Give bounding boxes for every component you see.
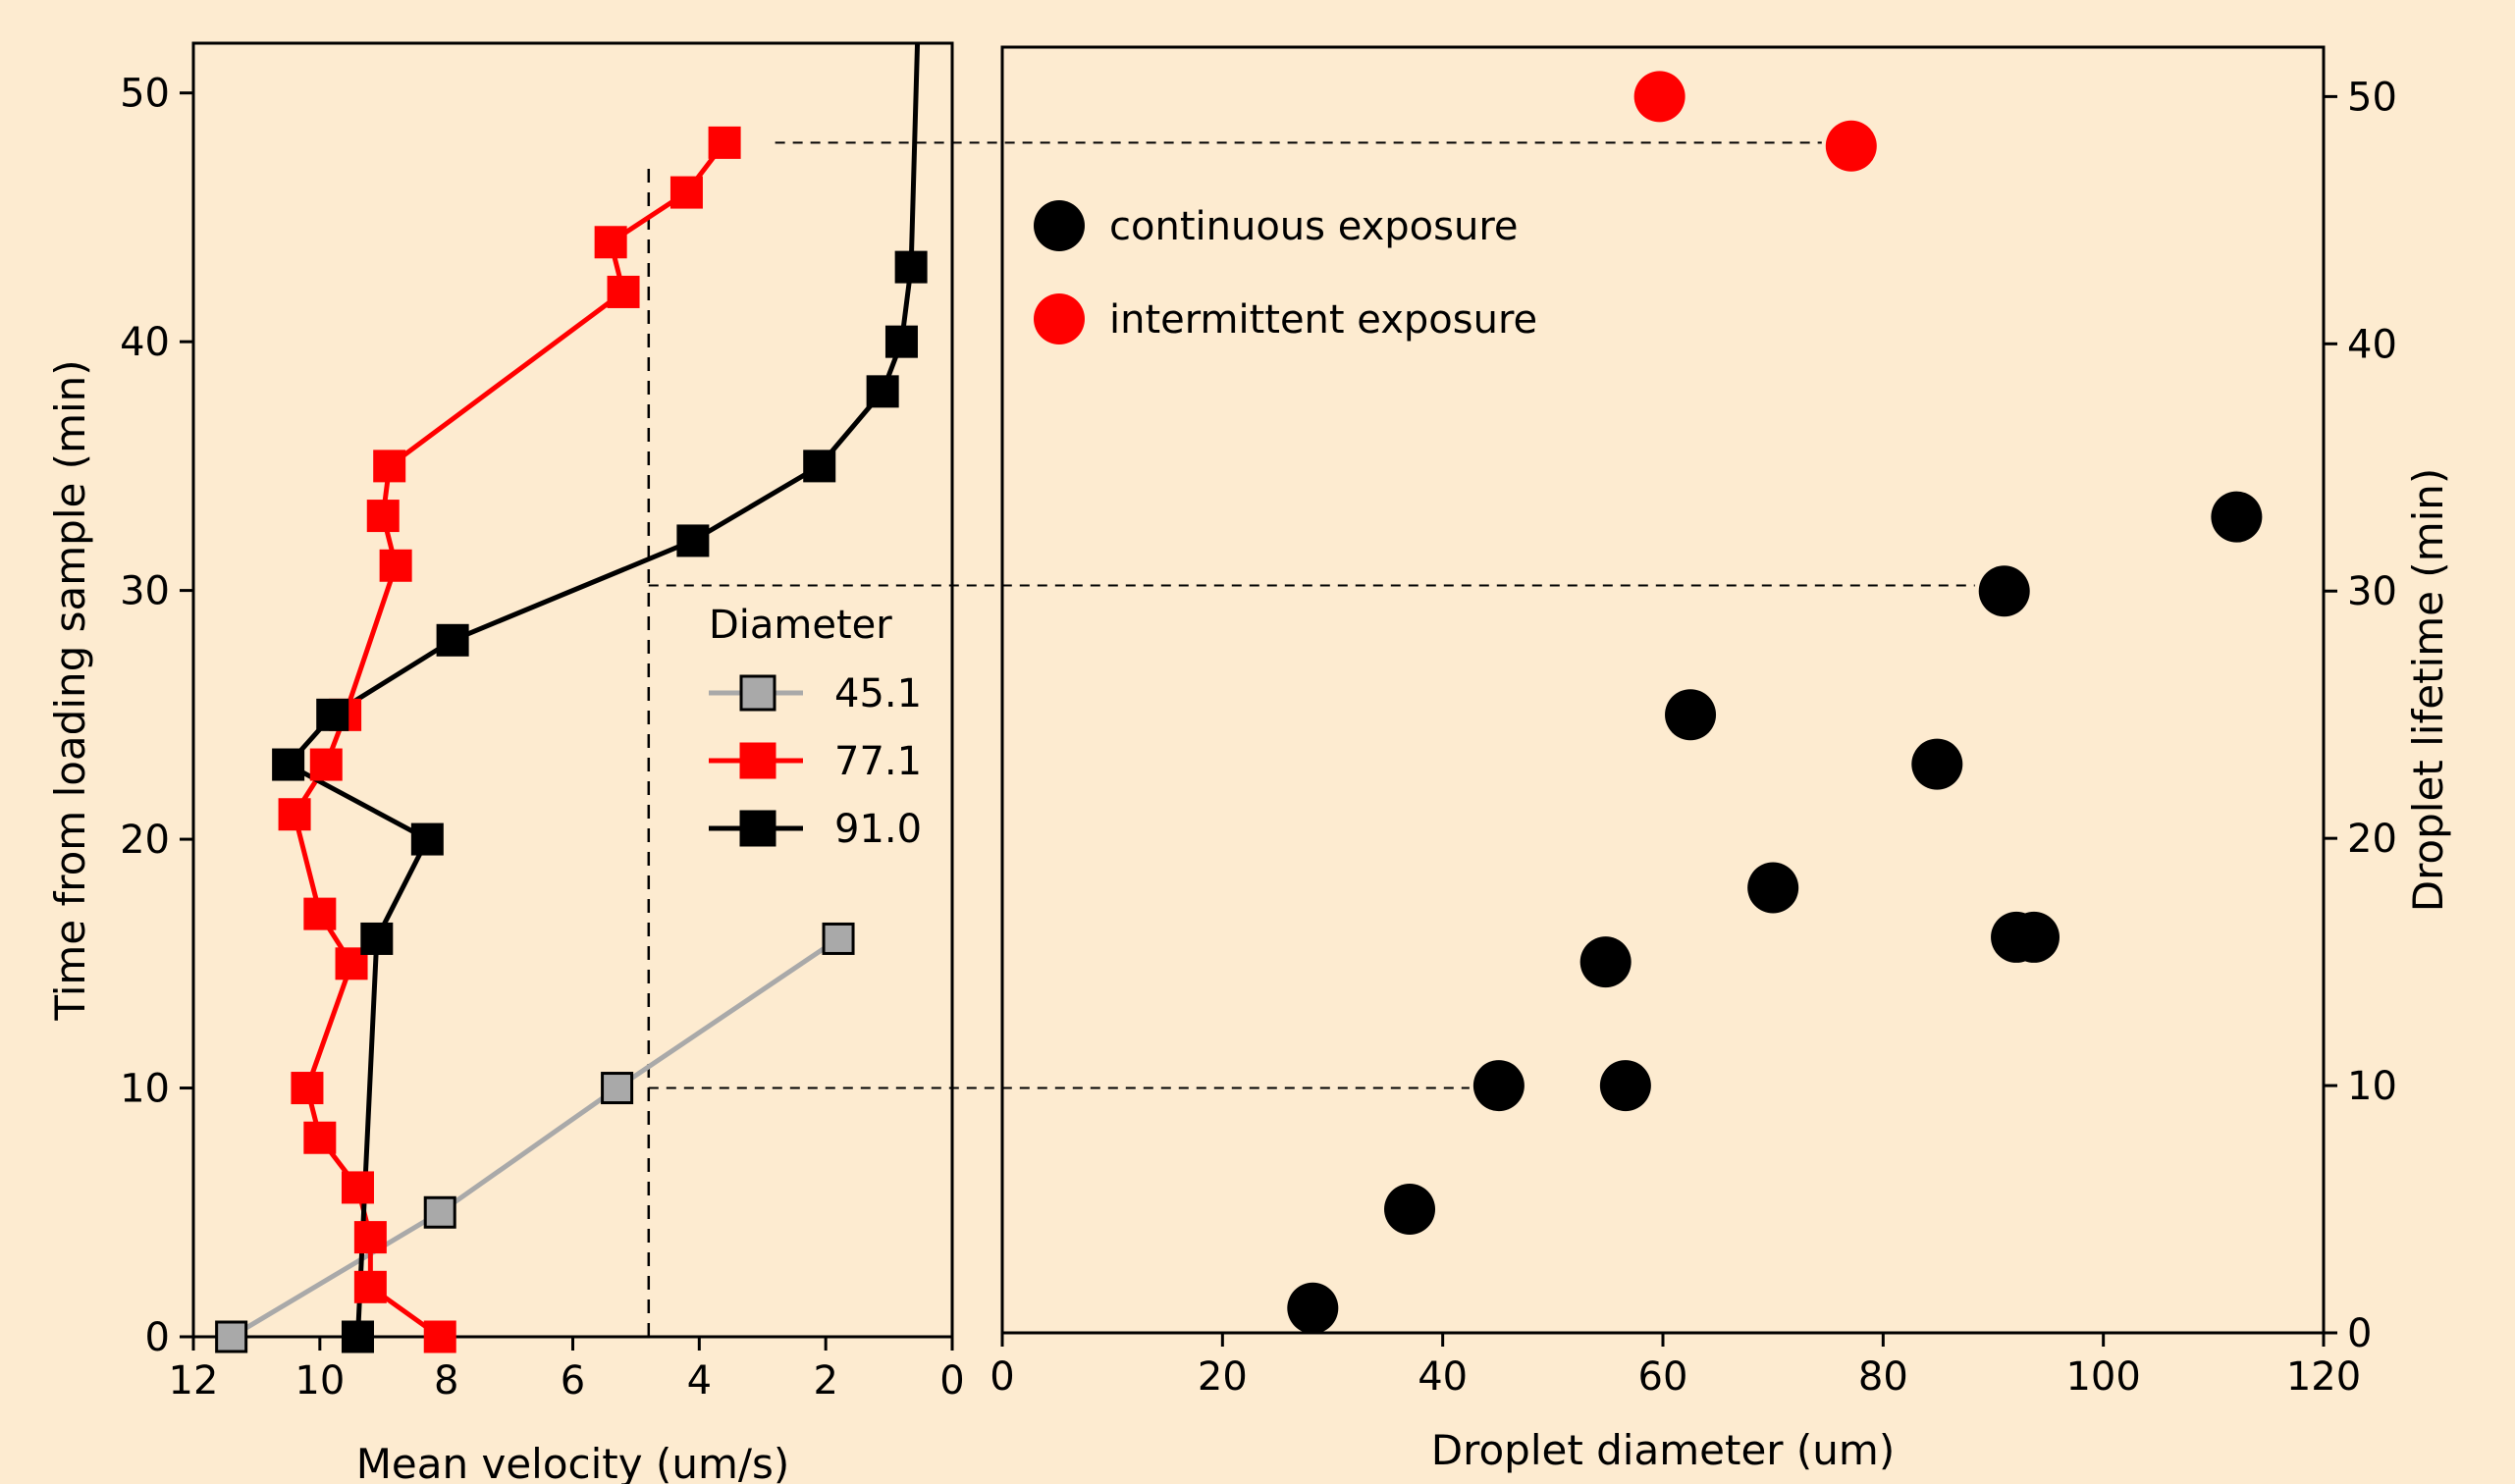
series-marker-91.0 [272,748,305,781]
series-marker-45.1 [822,922,855,955]
series-marker-77.1 [291,1072,324,1105]
left-y-ticks: 0 10 20 30 40 50 [120,72,193,1360]
y-tick-label: 20 [120,818,170,863]
point-continuous-exposure [1287,1282,1339,1334]
right-series-layer [1287,71,2263,1334]
series-marker-91.0 [360,922,394,955]
x-tick-label: 100 [2065,1354,2140,1400]
series-marker-77.1 [423,1320,456,1353]
series-marker-77.1 [607,275,640,308]
legend-label: intermittent exposure [1109,297,1537,343]
series-marker-77.1 [309,748,343,781]
point-continuous-exposure [1911,738,1963,790]
x-tick-label: 80 [1858,1354,1908,1400]
series-marker-77.1 [341,1171,374,1204]
legend-marker [1034,293,1085,344]
left-x-axis-label: Mean velocity (um/s) [356,1440,790,1484]
series-marker-77.1 [353,1270,387,1303]
x-tick-label: 2 [813,1358,837,1404]
point-continuous-exposure [2008,911,2060,963]
x-tick-label: 0 [990,1354,1014,1400]
series-marker-77.1 [303,1121,337,1154]
left-x-ticks: 12 10 8 6 4 2 0 [169,1337,965,1404]
legend-marker [739,742,776,779]
left-series-layer [215,42,928,1353]
series-marker-77.1 [366,500,400,533]
series-marker-77.1 [708,126,741,159]
series-line-45.1 [230,936,840,1340]
point-continuous-exposure [1599,1060,1651,1112]
series-marker-45.1 [423,1195,456,1229]
x-tick-label: 120 [2286,1354,2361,1400]
point-continuous-exposure [1978,565,2030,617]
series-marker-91.0 [410,822,444,856]
series-marker-77.1 [303,897,337,930]
series-marker-77.1 [278,798,311,831]
connector-lines [647,141,1975,1337]
legend-label: continuous exposure [1109,204,1519,249]
series-marker-77.1 [373,450,406,483]
series-line-77.1 [292,140,727,1340]
point-continuous-exposure [1665,689,1717,741]
y-tick-label: 10 [120,1067,170,1112]
series-marker-91.0 [676,524,710,557]
y-tick-label: 30 [2347,569,2397,614]
right-x-ticks: 0 20 40 60 80 100 120 [990,1333,2361,1400]
x-tick-label: 6 [561,1358,585,1404]
x-tick-label: 4 [687,1358,712,1404]
series-marker-45.1 [601,1072,634,1105]
left-y-axis-label: Time from loading sample (min) [46,359,94,1021]
series-marker-91.0 [316,698,349,731]
series-marker-77.1 [379,549,412,582]
y-tick-label: 0 [145,1315,170,1360]
point-continuous-exposure [1384,1184,1436,1236]
y-tick-label: 10 [2347,1064,2397,1109]
right-y-axis-label: Droplet lifetime (min) [2404,468,2452,913]
series-marker-91.0 [894,250,928,284]
series-marker-77.1 [669,176,703,209]
series-marker-91.0 [884,325,918,358]
y-tick-label: 0 [2347,1311,2372,1356]
y-tick-label: 40 [120,320,170,365]
legend-label: 45.1 [834,671,922,716]
series-marker-91.0 [436,623,469,657]
point-continuous-exposure [2211,491,2263,543]
x-tick-label: 40 [1418,1354,1468,1400]
y-tick-label: 50 [120,72,170,117]
series-marker-91.0 [803,450,836,483]
x-tick-label: 10 [294,1358,345,1404]
series-marker-45.1 [215,1320,248,1353]
right-y-ticks: 0 10 20 30 40 50 [2324,75,2397,1356]
y-tick-label: 30 [120,569,170,614]
diameter-legend: Diameter 45.1 77.1 91.0 [709,603,922,852]
right-x-axis-label: Droplet diameter (um) [1431,1426,1895,1474]
series-marker-91.0 [341,1320,374,1353]
y-tick-label: 40 [2347,322,2397,367]
point-intermittent-exposure [1633,71,1686,123]
legend-label: 77.1 [834,739,922,784]
exposure-legend: continuous exposure intermittent exposure [1034,200,1537,344]
y-tick-label: 20 [2347,817,2397,862]
point-intermittent-exposure [1825,120,1877,172]
y-tick-label: 50 [2347,75,2397,120]
legend-marker [1034,200,1085,251]
legend-title: Diameter [709,603,892,648]
x-tick-label: 0 [939,1358,964,1404]
x-tick-label: 8 [434,1358,458,1404]
point-continuous-exposure [1747,862,1799,914]
point-continuous-exposure [1579,936,1632,988]
legend-marker [739,674,776,712]
x-tick-label: 12 [169,1358,219,1404]
point-continuous-exposure [1472,1060,1525,1112]
legend-marker [739,810,776,847]
series-marker-77.1 [353,1221,387,1254]
series-marker-91.0 [866,375,899,408]
x-tick-label: 20 [1198,1354,1248,1400]
legend-label: 91.0 [834,807,922,852]
diameter-lifetime-panel: 0 20 40 60 80 100 120 0 10 20 30 40 50 Droplet diam… [990,45,2452,1474]
x-tick-label: 60 [1638,1354,1688,1400]
series-marker-77.1 [594,226,627,259]
